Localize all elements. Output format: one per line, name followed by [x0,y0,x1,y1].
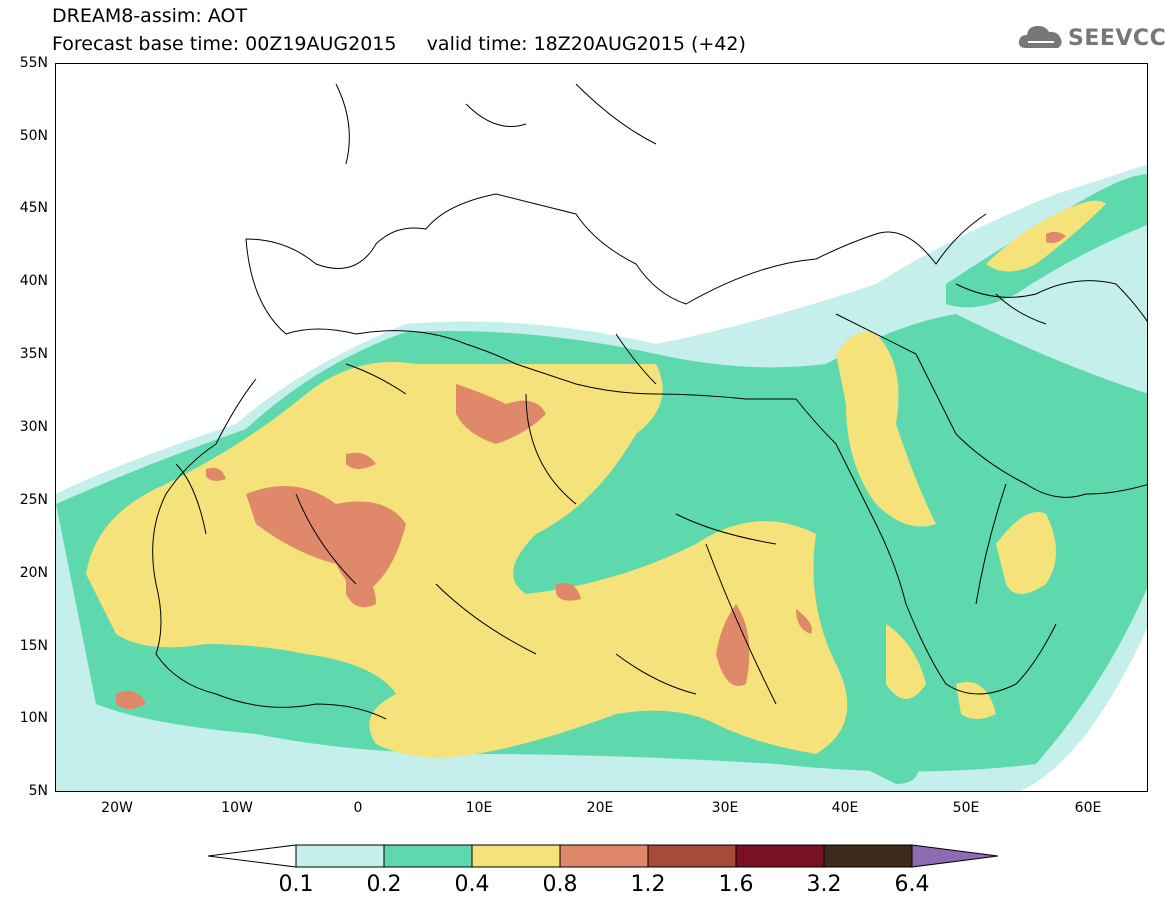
aot-level-0-8 [116,231,1066,709]
lon-label: 40E [831,800,859,816]
lat-label: 40N [19,273,48,289]
lon-label: 30E [711,800,739,816]
lon-label: 10E [465,800,493,816]
forecast-time-line: Forecast base time: 00Z19AUG2015 valid t… [52,33,746,55]
map-panel [55,63,1148,792]
lon-label: 60E [1074,800,1102,816]
lat-label: 20N [19,565,48,581]
lat-label: 50N [19,128,48,144]
lon-label: 50E [952,800,980,816]
colorbar-bin [471,844,561,868]
colorbar-label: 0.2 [366,872,402,897]
lon-label: 20E [586,800,614,816]
colorbar-label: 0.8 [542,872,578,897]
colorbar-label: 6.4 [894,872,930,897]
lon-label: 10W [221,800,253,816]
lat-label: 5N [28,783,48,799]
lon-label: 20W [101,800,133,816]
lat-label: 35N [19,346,48,362]
cloud-icon [1018,26,1062,48]
colorbar-under-arrow [208,844,297,868]
colorbar-bin [295,844,385,868]
colorbar-label: 1.2 [630,872,666,897]
lat-label: 55N [19,55,48,71]
colorbar-label: 1.6 [718,872,754,897]
coastlines [152,83,1147,720]
lat-label: 30N [19,419,48,435]
aot-map [56,83,1147,791]
lat-label: 25N [19,492,48,508]
colorbar-over-arrow [911,844,998,868]
lon-label: 0 [353,800,363,816]
colorbar-bin [823,844,913,868]
colorbar-bin [559,844,649,868]
lat-label: 10N [19,710,48,726]
colorbar-label: 3.2 [806,872,842,897]
lat-label: 15N [19,638,48,654]
lat-label: 45N [19,200,48,216]
logo-text: SEEVCCC [1068,26,1165,51]
map-title: DREAM8-assim: AOT [52,5,248,27]
colorbar-bin [735,844,825,868]
colorbar-label: 0.1 [278,872,314,897]
colorbar-label: 0.4 [454,872,490,897]
colorbar [208,844,998,868]
colorbar-bin [647,844,737,868]
seevccc-logo: SEEVCCC [1018,22,1165,58]
colorbar-bin [383,844,473,868]
aot-level-0-4 [86,200,1106,758]
